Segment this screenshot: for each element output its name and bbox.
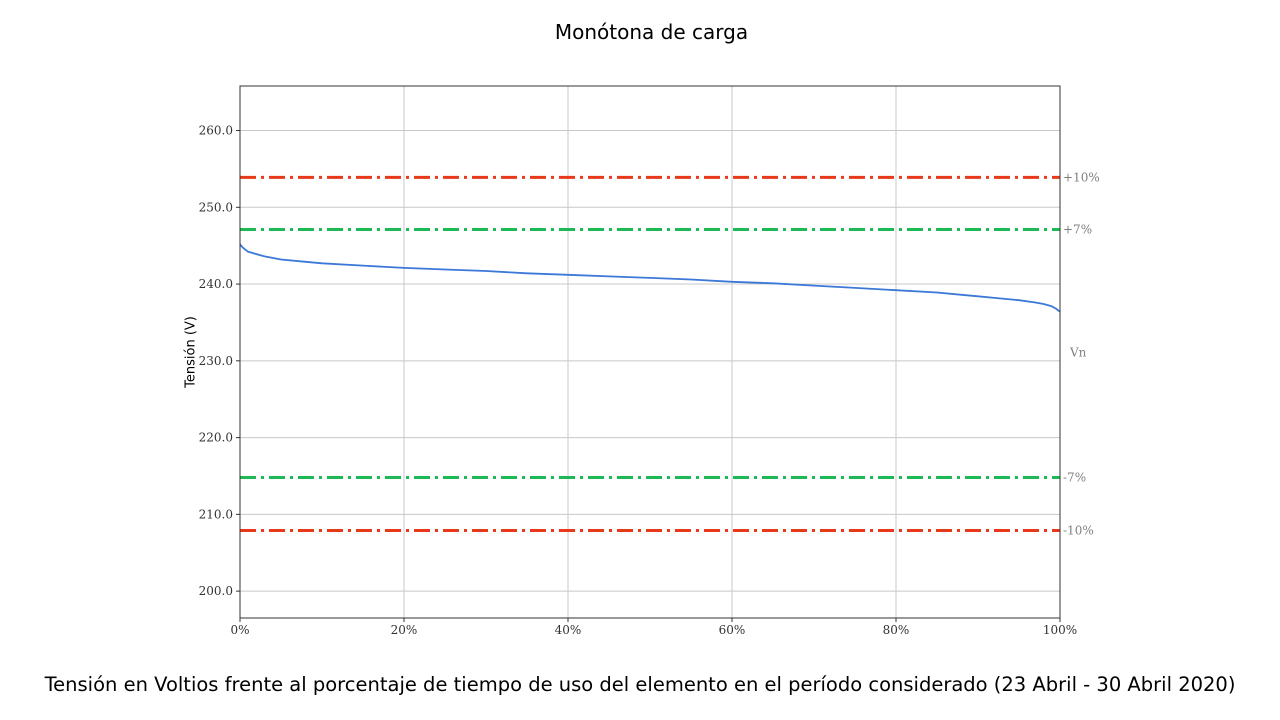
reference-line-label: -10% — [1063, 523, 1094, 537]
x-tick-label: 100% — [1043, 623, 1077, 637]
reference-line-label: +7% — [1063, 223, 1092, 237]
reference-lines — [240, 175, 1060, 532]
grid — [239, 86, 1061, 618]
y-tick-label: 250.0 — [199, 200, 233, 214]
x-tick-label: 40% — [555, 623, 582, 637]
y-tick-label: 260.0 — [199, 124, 233, 138]
y-tick-label: 230.0 — [199, 354, 233, 368]
x-tick-label: 20% — [391, 623, 418, 637]
series-layer — [239, 243, 1061, 313]
plot-frame — [239, 85, 1061, 619]
reference-line-label: +10% — [1063, 170, 1100, 184]
chart-caption: Tensión en Voltios frente al porcentaje … — [44, 673, 1236, 696]
y-tick-label: 240.0 — [199, 277, 233, 291]
x-tick-label: 80% — [883, 623, 910, 637]
x-tick-label: 60% — [719, 623, 746, 637]
series-line — [239, 243, 1061, 313]
reference-line-label: -7% — [1063, 471, 1086, 485]
x-tick-label: 0% — [230, 623, 249, 637]
y-tick-label: 210.0 — [199, 507, 233, 521]
axis-ticks — [236, 130, 1061, 622]
y-axis-label: Tensión (V) — [184, 316, 199, 389]
y-tick-label: 220.0 — [199, 431, 233, 445]
y-tick-label: 200.0 — [199, 584, 233, 598]
chart-title: Monótona de carga — [554, 20, 749, 44]
annotation-label: Vn — [1069, 345, 1087, 359]
axis-labels: 0% 20% 40% 60% 80% 100% 200.0 210.0 220.0 230.0 24… — [199, 124, 1100, 637]
